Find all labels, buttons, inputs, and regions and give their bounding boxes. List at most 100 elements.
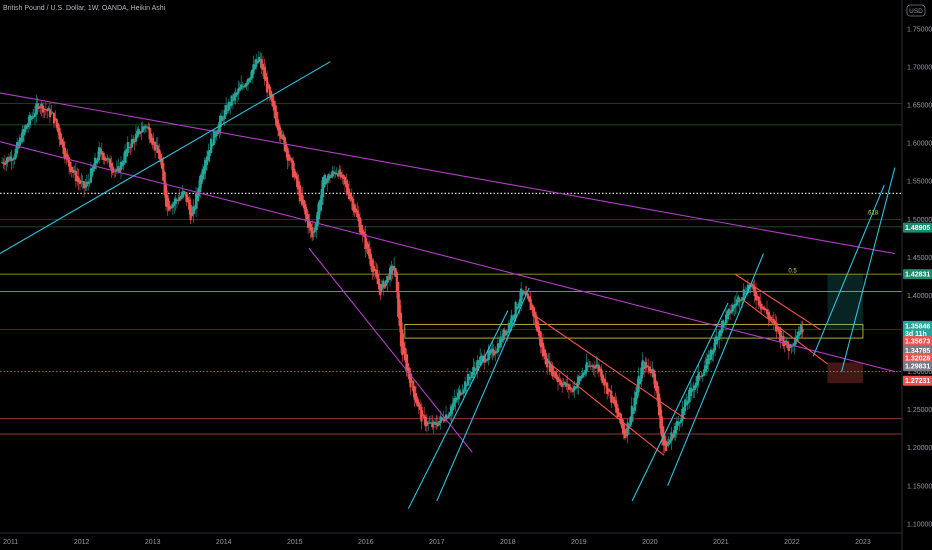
- candle-body-134: [184, 191, 187, 193]
- candle-body-144: [197, 187, 200, 197]
- candle-body-245: [335, 172, 338, 174]
- candle-body-310: [424, 416, 427, 427]
- candle-body-462: [632, 407, 635, 414]
- candle-body-262: [358, 217, 362, 233]
- candle-body-415: [567, 384, 571, 390]
- candle-body-489: [668, 439, 672, 444]
- candle-body-135: [185, 192, 188, 202]
- candle-body-239: [327, 174, 330, 181]
- y-tick-label-11: 1.20000: [907, 445, 932, 452]
- candle-body-355: [485, 359, 489, 361]
- candle-body-277: [379, 284, 382, 296]
- candle-body-49: [67, 157, 71, 167]
- candle-body-316: [432, 421, 435, 425]
- candle-body-10: [14, 148, 17, 159]
- candle-body-3: [5, 160, 8, 165]
- candle-body-48: [66, 154, 69, 161]
- candle-body-466: [637, 376, 640, 393]
- candle-body-190: [260, 59, 263, 69]
- candle-body-276: [378, 278, 381, 290]
- candle-body-424: [580, 376, 583, 379]
- candle-body-572: [782, 336, 785, 347]
- candle-body-574: [785, 340, 788, 344]
- candle-body-504: [689, 387, 692, 397]
- candle-body-390: [533, 311, 536, 318]
- candle-body-198: [271, 95, 274, 107]
- candle-body-137: [188, 199, 191, 210]
- candle-body-147: [201, 169, 205, 180]
- candle-body-450: [615, 403, 618, 413]
- candle-body-192: [263, 66, 266, 79]
- trend-line-12: [734, 273, 821, 331]
- candle-body-159: [218, 122, 221, 132]
- candle-body-235: [322, 176, 325, 198]
- candle-body-411: [562, 383, 565, 385]
- candle-body-522: [713, 337, 717, 351]
- candle-body-372: [509, 322, 512, 328]
- candle-body-388: [530, 304, 534, 309]
- currency-button[interactable]: USD: [906, 4, 926, 17]
- candle-body-5: [7, 159, 11, 161]
- candle-body-550: [752, 284, 755, 289]
- candle-body-376: [514, 301, 517, 317]
- candle-body-44: [61, 139, 64, 144]
- candle-body-506: [692, 389, 695, 391]
- candle-body-221: [302, 199, 306, 209]
- candle-body-341: [466, 374, 469, 386]
- candle-body-525: [718, 331, 721, 340]
- candle-body-509: [696, 375, 699, 386]
- candle-body-124: [170, 207, 173, 209]
- candle-body-337: [461, 392, 464, 394]
- candle-body-2: [3, 163, 6, 165]
- candle-body-254: [347, 188, 351, 200]
- candle-body-260: [356, 210, 359, 218]
- candle-body-299: [409, 373, 412, 388]
- candle-body-323: [442, 418, 445, 421]
- candle-body-344: [470, 372, 474, 378]
- candle-body-127: [174, 198, 177, 204]
- candle-body-238: [326, 178, 329, 183]
- candle-body-440: [601, 375, 605, 383]
- candle-body-259: [354, 208, 357, 213]
- candle-body-553: [756, 295, 759, 298]
- candle-body-577: [789, 344, 792, 348]
- candle-body-441: [603, 379, 606, 386]
- candle-body-132: [181, 191, 184, 198]
- candle-body-205: [281, 134, 284, 136]
- candle-body-452: [618, 412, 621, 416]
- candle-body-145: [199, 176, 202, 193]
- candle-body-340: [465, 384, 468, 387]
- candle-body-284: [388, 267, 392, 280]
- candle-body-173: [237, 88, 240, 94]
- candle-body-16: [22, 129, 26, 136]
- candle-body-130: [178, 197, 181, 201]
- candle-body-559: [764, 308, 767, 310]
- candle-body-27: [37, 106, 41, 109]
- candle-body-53: [73, 170, 76, 172]
- candle-body-338: [462, 389, 465, 394]
- candle-body-28: [39, 107, 42, 109]
- candle-body-250: [342, 174, 345, 179]
- candle-body-505: [690, 388, 693, 392]
- candle-body-345: [472, 366, 475, 376]
- candle-body-426: [582, 372, 586, 376]
- candle-body-292: [399, 312, 403, 347]
- candle-body-480: [656, 385, 659, 402]
- candle-body-257: [352, 198, 355, 211]
- candle-body-317: [434, 421, 437, 424]
- x-tick-label-12: 2023: [855, 539, 871, 546]
- candle-body-297: [406, 362, 409, 373]
- candle-body-61: [84, 184, 87, 188]
- candle-body-532: [727, 308, 730, 316]
- candle-body-176: [241, 85, 244, 87]
- candle-body-206: [282, 134, 285, 141]
- candle-body-116: [159, 154, 162, 163]
- candle-body-45: [62, 141, 65, 154]
- candle-body-101: [138, 131, 142, 134]
- candle-body-64: [88, 182, 91, 183]
- candle-body-405: [554, 371, 557, 378]
- candle-body-427: [584, 369, 587, 374]
- candle-body-181: [248, 78, 251, 82]
- price-badge-1: [903, 269, 932, 280]
